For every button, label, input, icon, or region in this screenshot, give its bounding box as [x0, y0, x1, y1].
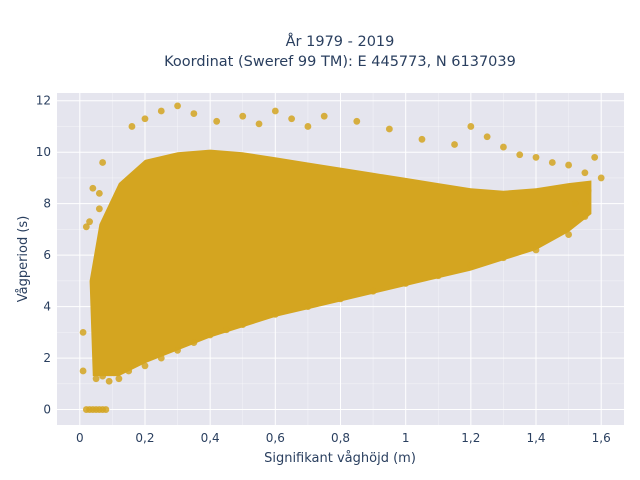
scatter-point: [89, 184, 97, 192]
scatter-point: [92, 375, 100, 383]
scatter-point: [239, 112, 247, 120]
x-tick-label: 0,4: [201, 431, 220, 445]
scatter-point: [353, 117, 361, 125]
scatter-point: [190, 339, 198, 347]
scatter-point: [141, 362, 149, 370]
y-tick-label: 2: [43, 351, 51, 365]
scatter-point: [565, 231, 573, 238]
scatter-point: [571, 200, 579, 208]
scatter-density-region: [89, 149, 592, 377]
scatter-point: [451, 141, 458, 148]
y-axis-ticks: 0 2 4 6 8 10 12: [36, 94, 51, 417]
x-axis-ticks: 0 0,2 0,4 0,6 0,8 1 1,2 1,4 1,6: [76, 431, 611, 445]
scatter-point: [467, 123, 475, 130]
scatter-point: [483, 133, 491, 141]
scatter-point: [565, 161, 573, 169]
scatter-point: [128, 123, 136, 130]
scatter-point: [102, 406, 110, 413]
y-tick-label: 10: [36, 145, 51, 159]
scatter-point: [584, 187, 592, 195]
scatter-point: [385, 125, 393, 133]
y-tick-label: 6: [43, 248, 51, 262]
scatter-point: [157, 354, 165, 362]
scatter-point: [271, 107, 279, 115]
scatter-point: [95, 189, 103, 197]
y-tick-label: 12: [36, 94, 51, 108]
y-tick-label: 0: [43, 403, 51, 417]
x-tick-label: 1,2: [461, 431, 480, 445]
y-tick-label: 4: [43, 300, 51, 314]
scatter-point: [86, 218, 93, 226]
x-axis-label: Signifikant våghöjd (m): [264, 451, 416, 466]
scatter-point: [206, 331, 214, 339]
scatter-point: [581, 213, 589, 220]
scatter-points: [79, 102, 605, 413]
scatter-point: [418, 135, 426, 143]
x-tick-label: 0: [76, 431, 84, 445]
x-tick-label: 0,2: [135, 431, 154, 445]
chart-title-line-1: År 1979 - 2019: [286, 33, 395, 50]
scatter-point: [95, 205, 103, 213]
scatter-point: [255, 120, 263, 128]
x-tick-label: 0,6: [266, 431, 285, 445]
scatter-point: [174, 346, 181, 354]
y-tick-label: 8: [43, 197, 51, 211]
x-tick-label: 1,4: [526, 431, 545, 445]
scatter-point: [532, 153, 540, 161]
scatter-point: [213, 117, 221, 125]
scatter-point: [304, 123, 312, 130]
scatter-point: [337, 295, 344, 303]
scatter-density-band: [89, 149, 592, 377]
scatter-point: [288, 115, 296, 123]
scatter-point: [239, 321, 247, 329]
scatter-point: [79, 328, 87, 336]
scatter-point: [115, 375, 123, 383]
scatter-point: [597, 174, 605, 182]
scatter-point: [271, 310, 279, 318]
x-tick-label: 1: [402, 431, 410, 445]
scatter-point: [467, 262, 475, 269]
scatter-point: [369, 287, 377, 295]
chart-title-line-2: Koordinat (Sweref 99 TM): E 445773, N 61…: [164, 54, 516, 70]
y-axis-label: Vågperiod (s): [16, 216, 31, 303]
scatter-point: [434, 272, 442, 280]
scatter-point: [304, 303, 312, 311]
scatter-point: [516, 151, 524, 159]
scatter-point: [320, 112, 328, 120]
x-tick-label: 0,8: [331, 431, 350, 445]
scatter-point: [82, 223, 90, 231]
scatter-point: [500, 143, 507, 151]
scatter-point: [79, 367, 87, 375]
scatter-point: [99, 159, 107, 166]
scatter-point: [141, 115, 149, 123]
scatter-point: [105, 377, 113, 385]
x-tick-label: 1,6: [592, 431, 611, 445]
scatter-point: [548, 159, 556, 166]
scatter-point: [532, 246, 540, 254]
scatter-point: [402, 280, 410, 287]
scatter-point: [581, 169, 589, 177]
scatter-point: [157, 107, 165, 115]
scatter-point: [190, 110, 198, 117]
scatter-point: [125, 367, 133, 375]
scatter-point: [99, 372, 107, 380]
scatter-point: [500, 254, 507, 262]
scatter-point: [591, 153, 599, 161]
scatter-point: [223, 326, 230, 334]
scatter-point: [174, 102, 181, 110]
